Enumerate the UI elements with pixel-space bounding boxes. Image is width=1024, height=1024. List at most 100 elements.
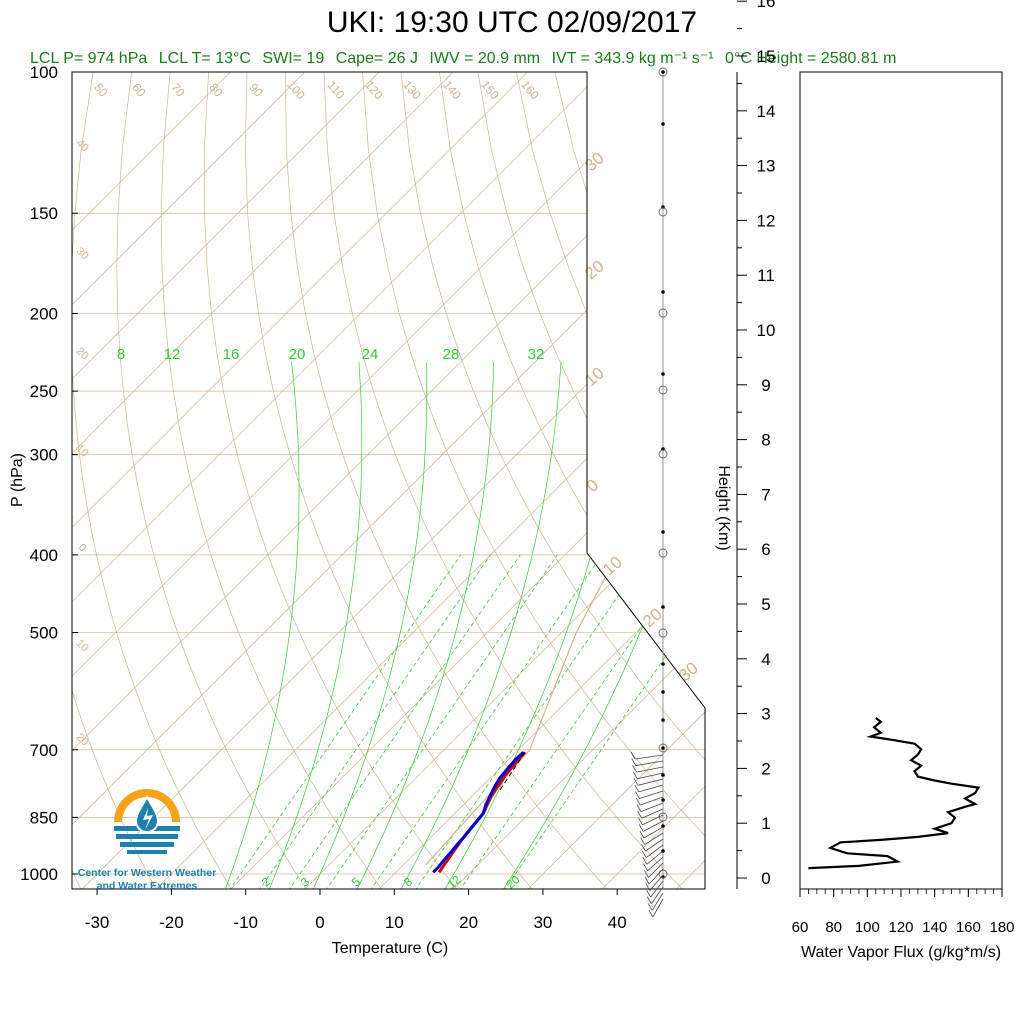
wind-barb-flag	[633, 778, 639, 786]
calm-wind-circle	[658, 67, 668, 77]
calm-wind-circle	[658, 869, 668, 879]
dry-adiabat-line	[747, 72, 1024, 891]
wind-barb-flag	[641, 843, 646, 852]
cw3e-logo: Center for Western Weather and Water Ext…	[78, 789, 216, 892]
wind-barb-staff	[652, 898, 664, 918]
logo-wave-3	[120, 842, 174, 847]
isotherm-line	[72, 72, 454, 889]
wind-barb-staff	[645, 838, 664, 852]
height-tick-label: 12	[757, 211, 776, 230]
temperature-tick-label: 40	[608, 913, 627, 932]
calm-wind-circle	[658, 743, 668, 753]
wind-barb-staff	[642, 814, 664, 826]
isotherm-line	[525, 72, 705, 889]
dry-adiabat-label: 60	[129, 80, 149, 99]
wind-barb-staff	[640, 796, 664, 806]
wind-level-dot	[661, 690, 665, 694]
calm-wind-circle	[658, 449, 668, 459]
logo-line-1: Center for Western Weather	[78, 867, 216, 879]
isotherm-left-label: 10	[74, 637, 91, 654]
mixing-ratio-line	[324, 554, 558, 889]
isotherm-line	[302, 72, 705, 889]
height-tick-label: 9	[761, 376, 770, 395]
isotherm-right-label: 0	[583, 475, 602, 496]
wind-barb-flag	[646, 889, 651, 898]
height-tick-label: 7	[761, 485, 770, 504]
isotherm-left-label: 10	[74, 442, 91, 459]
wind-barb-flag	[647, 896, 652, 904]
mixing-ratio-top-label: 12	[164, 346, 181, 363]
page-title: UKI: 19:30 UTC 02/09/2017	[326, 6, 698, 39]
wind-barb-flag	[634, 784, 640, 793]
mixing-ratio-top-label: 24	[362, 346, 379, 363]
isotherm-right-label: 30	[581, 148, 608, 175]
wind-barb-staff	[643, 826, 664, 839]
dry-adiabat-label: 100	[284, 78, 308, 103]
lcl-temperature-index: LCL T= 13°C	[158, 50, 251, 67]
wind-barb-staff	[650, 880, 664, 898]
dewpoint-profile-line	[432, 751, 525, 874]
isotherm-line	[749, 72, 1024, 891]
isotherm-line	[377, 72, 705, 889]
wind-level-dot	[661, 605, 665, 609]
isotherm-left-label: 20	[74, 345, 91, 362]
pressure-tick-label: 850	[30, 808, 58, 827]
profile-lines	[425, 72, 705, 874]
wind-barb-staff	[651, 886, 664, 904]
wind-barb-flag	[638, 824, 644, 832]
wind-level-dot	[661, 824, 665, 828]
wind-barb-flag	[639, 830, 645, 839]
sounding-indices: LCL P= 974 hPa LCL T= 13°C SWI= 19 Cape=…	[30, 48, 1020, 68]
wind-barb-staff	[646, 850, 664, 865]
pressure-tick-label: 150	[30, 204, 58, 223]
wind-barb-staff	[635, 760, 664, 766]
flux-tick-label: 100	[855, 919, 880, 936]
temperature-tick-label: 10	[385, 913, 404, 932]
dry-adiabat-line	[323, 72, 685, 889]
logo-sun-arc	[114, 789, 180, 822]
wind-level-dot	[661, 798, 665, 802]
wind-barb-staff	[638, 784, 664, 793]
temperature-tick-label: -10	[233, 913, 258, 932]
wind-barb-staff	[649, 874, 664, 891]
height-tick-label: 1	[761, 814, 770, 833]
water-vapor-flux-panel: 60 80 100 120 140 160 180 Water Vapor Flux (g/k…	[792, 71, 1015, 961]
height-tick-label: 16	[757, 0, 776, 11]
mixing-ratio-line	[414, 554, 647, 889]
isotherm-line	[72, 72, 528, 889]
dry-adiabat-line	[786, 72, 1024, 891]
temperature-tick-label: 0	[315, 913, 324, 932]
calm-wind-circle	[658, 308, 668, 318]
wind-barb-flag	[638, 817, 643, 825]
calm-wind-circle	[658, 207, 668, 217]
wind-level-dot	[661, 372, 665, 376]
logo-line-2: and Water Extremes	[97, 880, 198, 892]
pressure-tick-label: 700	[30, 741, 58, 760]
dry-adiabat-label: 90	[246, 80, 266, 99]
pressure-tick-label: 1000	[20, 865, 58, 884]
wind-barb-flag	[630, 751, 636, 760]
cape-index: Cape= 26 J	[335, 50, 418, 67]
saturated-adiabat-line	[443, 362, 629, 889]
dry-adiabat-line	[72, 72, 233, 889]
isotherm-line	[72, 72, 705, 889]
height-tick-label: 3	[761, 705, 770, 724]
wind-barb-staff	[644, 832, 664, 845]
dry-adiabat-label: 150	[478, 78, 502, 103]
dry-adiabat-label: 80	[206, 80, 226, 99]
flux-tick-label: 80	[825, 919, 842, 936]
mixing-ratio-line	[258, 554, 491, 889]
height-tick-label: 14	[757, 102, 776, 121]
pressure-tick-label: 500	[30, 624, 58, 643]
isotherm-left-label: 30	[74, 245, 91, 262]
isotherm-line	[72, 72, 380, 889]
isotherm-right-label: 10	[599, 552, 626, 579]
wind-level-dot	[661, 290, 665, 294]
wind-barb-flag	[640, 837, 646, 845]
swi-index: SWI= 19	[262, 50, 325, 67]
wind-barb-staff	[651, 892, 664, 911]
mixing-ratio-line	[228, 554, 462, 889]
wind-level-dot	[661, 773, 665, 777]
wind-barb-flag	[643, 863, 649, 872]
height-tick-label: 11	[757, 266, 775, 285]
